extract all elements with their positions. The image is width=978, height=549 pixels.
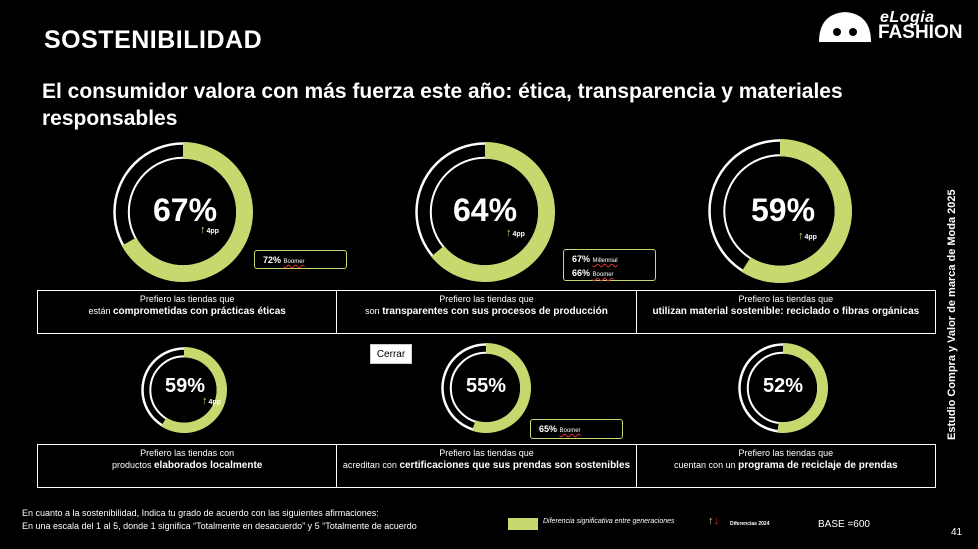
- arrow-down-icon: ↓: [713, 515, 720, 527]
- donut-value-arc: [160, 347, 227, 433]
- note-box-3: 65% Boomer: [530, 419, 623, 439]
- legend-arrows: ↑↓: [708, 515, 719, 527]
- donut-value-6: 52%: [762, 375, 804, 397]
- base-size: BASE =600: [818, 519, 870, 530]
- legend-diff-label: Diferencias 2024: [730, 521, 770, 527]
- close-button[interactable]: Cerrar: [370, 344, 412, 364]
- delta-3: ↑4pp: [798, 230, 817, 242]
- donut-value-arc: [472, 343, 531, 433]
- note-box-2: 67% Millennial 66% Boomer: [563, 249, 656, 281]
- delta-4: ↑4pp: [202, 395, 221, 407]
- donut-chart-1: [113, 142, 253, 282]
- statement-row-2: Prefiero las tiendas con productos elabor…: [37, 444, 936, 488]
- donut-value-arc: [121, 142, 253, 282]
- donut-chart-6: [738, 343, 828, 433]
- donut-value-arc: [741, 139, 852, 283]
- legend-label: Diferencia significativa entre generacio…: [543, 518, 675, 525]
- donut-value-arc: [431, 142, 555, 282]
- donut-chart-2: [415, 142, 555, 282]
- headline: El consumidor valora con más fuerza este…: [42, 80, 843, 130]
- donut-value-3: 59%: [750, 192, 816, 228]
- delta-2: ↑4pp: [506, 227, 525, 239]
- donut-value-4: 59%: [164, 375, 206, 397]
- section-title: SOSTENIBILIDAD: [44, 26, 263, 54]
- logo-text-bottom: FASHION: [878, 22, 963, 43]
- logo-text-top: eLogia: [880, 9, 935, 26]
- statement-cell: Prefiero las tiendas que utilizan materia…: [652, 294, 920, 317]
- statement-cell: Prefiero las tiendas que acreditan con ce…: [337, 445, 637, 487]
- donut-value-2: 64%: [452, 192, 518, 228]
- statement-cell: Prefiero las tiendas que cuentan con un p…: [674, 448, 898, 471]
- donut-value-1: 67%: [152, 192, 218, 228]
- side-study-title: Estudio Compra y Valor de marca de Moda …: [946, 189, 958, 440]
- arrow-up-icon: ↑: [200, 224, 206, 236]
- logo-mascot-icon: [819, 12, 871, 42]
- note-box-1: 72% Boomer: [254, 250, 347, 269]
- statement-cell: Prefiero las tiendas con productos elabor…: [38, 445, 338, 487]
- footer-line-1: En cuanto a la sostenibilidad, Indica tu…: [22, 508, 379, 518]
- legend-swatch: [508, 518, 538, 530]
- arrow-up-icon: ↑: [202, 395, 208, 407]
- statement-cell: Prefiero las tiendas que están comprometi…: [38, 291, 338, 333]
- statement-cell: Prefiero las tiendas que son transparente…: [337, 291, 637, 333]
- donut-chart-4: [141, 347, 227, 433]
- arrow-up-icon: ↑: [506, 227, 512, 239]
- delta-1: ↑4pp: [200, 224, 219, 236]
- arrow-up-icon: ↑: [798, 230, 804, 242]
- footer-line-2: En una escala del 1 al 5, donde 1 signif…: [22, 521, 417, 531]
- donut-chart-5: [441, 343, 531, 433]
- donut-value-arc: [777, 343, 828, 433]
- donut-value-5: 55%: [465, 375, 507, 397]
- page-number: 41: [951, 527, 963, 538]
- arrow-up-icon: ↑: [708, 515, 714, 527]
- footer-question: En cuanto a la sostenibilidad, Indica tu…: [22, 507, 502, 533]
- donut-chart-3: [708, 139, 852, 283]
- logo: [815, 8, 975, 44]
- statement-row-1: Prefiero las tiendas que están comprometi…: [37, 290, 936, 334]
